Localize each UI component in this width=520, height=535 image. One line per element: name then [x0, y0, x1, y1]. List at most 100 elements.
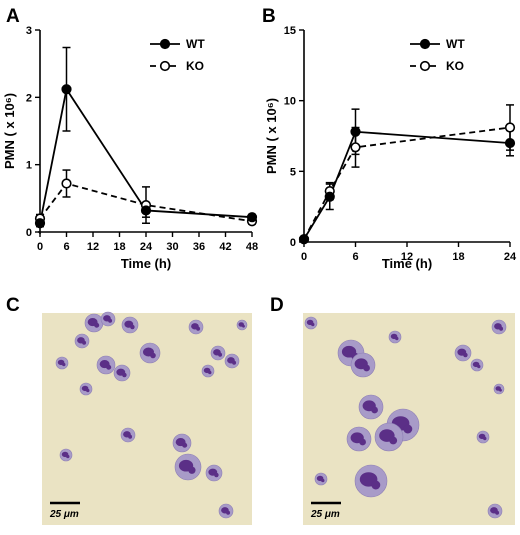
data-point-wt: [140, 205, 152, 216]
legend-marker-wt: [419, 38, 431, 50]
cell-nucleus-lobe: [403, 424, 413, 434]
data-point-wt: [246, 212, 258, 223]
stained-cell: [493, 383, 505, 395]
stained-cell: [174, 453, 202, 481]
stained-cell: [354, 464, 388, 498]
y-axis-label: PMN ( x 10⁶): [2, 93, 17, 169]
legend-marker-ko: [159, 60, 171, 72]
stained-cell: [96, 355, 116, 375]
cell-nucleus-lobe: [499, 388, 502, 392]
cell-nucleus-lobe: [66, 454, 70, 459]
panel-label-c: C: [6, 295, 20, 316]
stained-cell: [388, 330, 402, 344]
cell-nucleus-lobe: [483, 436, 487, 441]
y-tick-label: 15: [284, 25, 296, 37]
x-tick-label: 6: [352, 251, 358, 263]
cell-nucleus-lobe: [226, 510, 231, 515]
stained-cell: [121, 316, 139, 334]
data-point-wt: [298, 234, 310, 245]
cell-nucleus-lobe: [94, 322, 100, 328]
cell-nucleus-lobe: [188, 466, 196, 474]
y-axis-label: PMN ( x 10⁶): [264, 98, 279, 174]
x-tick-label: 0: [37, 241, 43, 253]
legend-label-wt: WT: [186, 37, 205, 51]
x-axis-label: Time (h): [121, 256, 171, 271]
y-tick-label: 5: [290, 166, 296, 178]
x-tick-label: 24: [140, 241, 153, 253]
stained-cell: [224, 353, 240, 369]
y-tick-label: 1: [26, 160, 32, 172]
data-point-wt: [34, 218, 46, 229]
data-point-wt: [324, 191, 335, 202]
legend-label-wt: WT: [446, 37, 465, 51]
y-tick-label: 0: [26, 227, 32, 239]
data-point-wt: [504, 137, 516, 149]
legend-marker-ko: [419, 60, 431, 72]
x-tick-label: 18: [452, 251, 464, 263]
stained-cell: [470, 358, 484, 372]
chart-b: 0 5 10 15 0 6 12 18 24 Time (h) PMN ( x 10⁶) WT KO: [264, 25, 517, 271]
stained-cell: [346, 426, 372, 452]
cell-nucleus-lobe: [208, 370, 212, 375]
legend-marker-wt: [159, 38, 171, 50]
cell-nucleus-lobe: [128, 434, 133, 439]
data-point-ko: [61, 178, 72, 189]
y-tick-label: 3: [26, 25, 32, 37]
data-point-ko: [350, 142, 361, 153]
scale-bar-label: 25 μm: [310, 509, 340, 520]
cell-nucleus-lobe: [363, 364, 370, 372]
cell-nucleus-lobe: [371, 406, 378, 414]
stained-cell: [55, 356, 69, 370]
panel-label-b: B: [262, 6, 276, 27]
cell-nucleus-lobe: [218, 352, 223, 357]
stained-cell: [205, 464, 223, 482]
stained-cell: [84, 313, 104, 333]
stained-cell: [59, 448, 73, 462]
cell-nucleus-lobe: [82, 340, 87, 345]
cell-nucleus-lobe: [108, 318, 113, 323]
cell-nucleus-lobe: [182, 442, 188, 448]
stained-cell: [74, 333, 90, 349]
x-tick-label: 24: [504, 251, 517, 263]
x-tick-label: 12: [401, 251, 413, 263]
cell-nucleus-lobe: [122, 372, 127, 378]
stained-cell: [374, 422, 404, 452]
cell-nucleus-lobe: [359, 438, 366, 446]
legend-label-ko: KO: [446, 59, 464, 73]
cell-nucleus-lobe: [311, 322, 315, 327]
micrograph-c: 25 μm: [42, 311, 252, 525]
cell-nucleus-lobe: [130, 324, 135, 330]
cell-nucleus-lobe: [371, 480, 381, 490]
x-tick-label: 36: [193, 241, 205, 253]
cell-nucleus-lobe: [495, 510, 500, 515]
stained-cell: [79, 382, 93, 396]
x-tick-label: 12: [87, 241, 99, 253]
scale-bar-label: 25 μm: [49, 509, 79, 520]
stained-cell: [172, 433, 192, 453]
x-tick-label: 42: [219, 241, 231, 253]
stained-cell: [210, 345, 226, 361]
stained-cell: [201, 364, 215, 378]
cell-nucleus-lobe: [62, 362, 66, 367]
stained-cell: [314, 472, 328, 486]
x-tick-label: 0: [301, 251, 307, 263]
stained-cell: [139, 342, 161, 364]
stained-cell: [454, 344, 472, 362]
stained-cell: [100, 311, 116, 327]
cell-nucleus-lobe: [389, 436, 398, 445]
x-axis-label: Time (h): [382, 256, 432, 271]
cell-nucleus-lobe: [477, 364, 481, 369]
y-tick-label: 0: [290, 237, 296, 249]
data-point-ko: [504, 122, 516, 133]
stained-cell: [304, 316, 318, 330]
cell-nucleus-lobe: [463, 352, 468, 358]
cell-nucleus-lobe: [232, 360, 237, 365]
stained-cell: [350, 352, 376, 378]
stained-cell: [491, 319, 507, 335]
cell-nucleus-lobe: [150, 352, 156, 359]
series-line-ko: [39, 182, 253, 223]
cell-nucleus-lobe: [321, 478, 325, 483]
x-tick-label: 18: [113, 241, 125, 253]
stained-cell: [218, 503, 234, 519]
